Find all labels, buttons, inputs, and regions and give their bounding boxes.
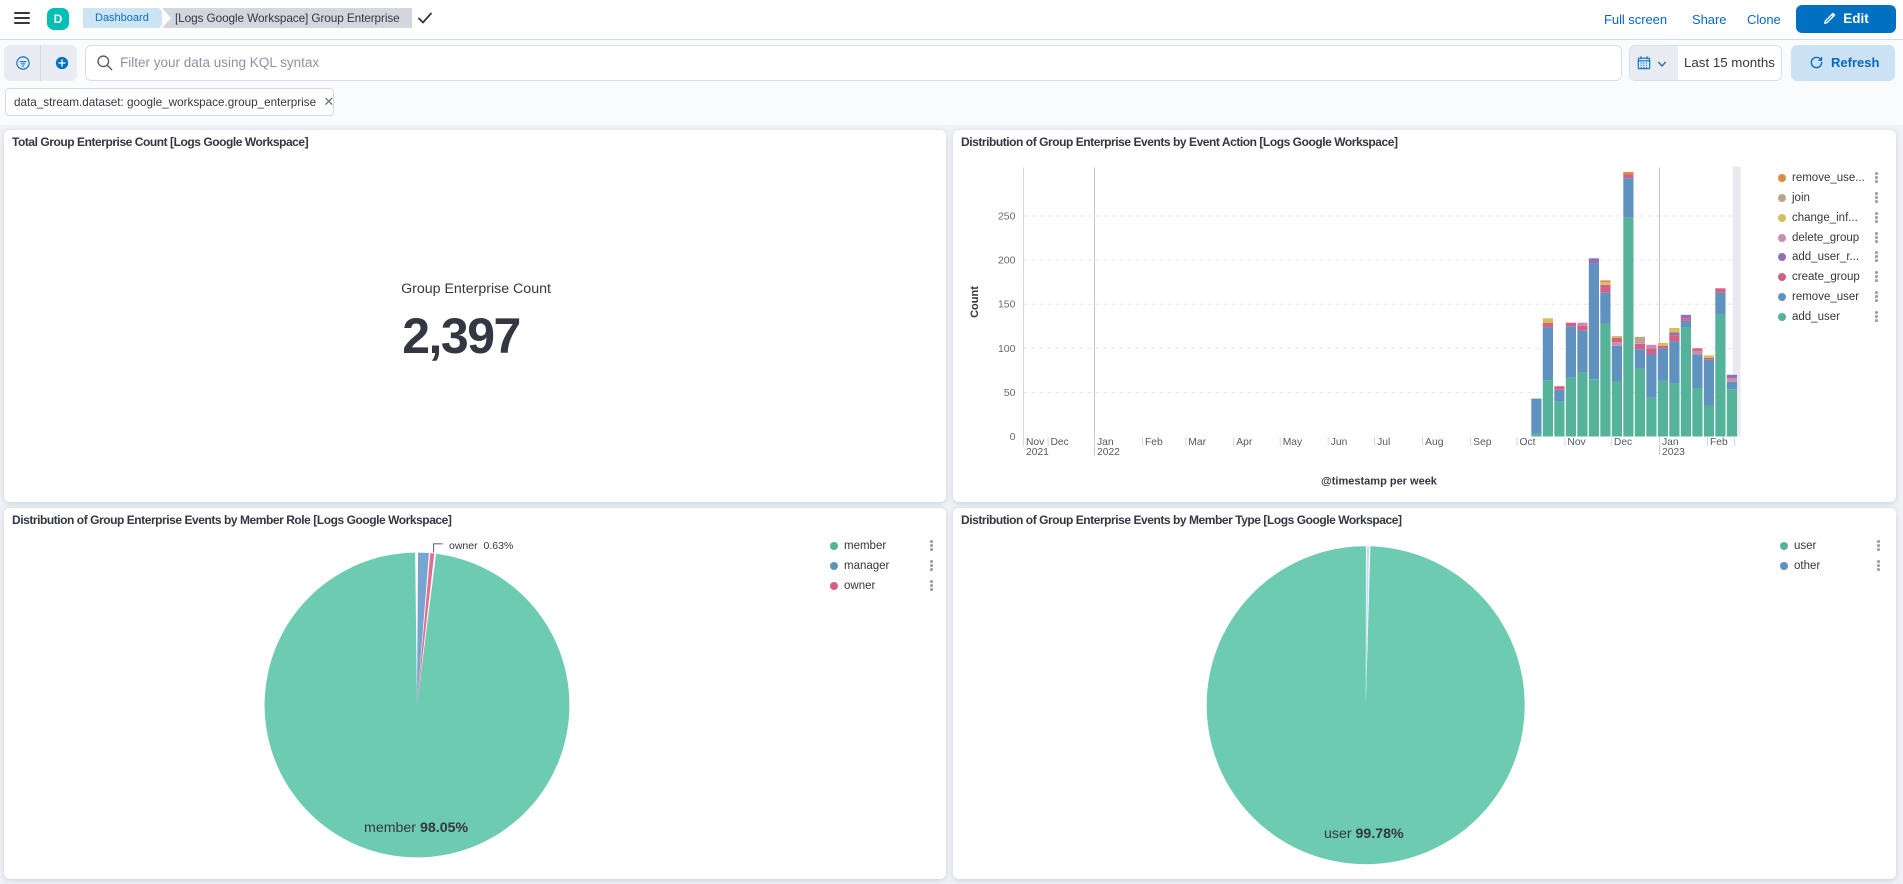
svg-text:Feb: Feb — [1145, 437, 1163, 448]
svg-text:50: 50 — [1004, 387, 1016, 399]
svg-text:Apr: Apr — [1236, 437, 1253, 448]
svg-text:200: 200 — [998, 255, 1016, 267]
svg-text:Feb: Feb — [1710, 437, 1728, 448]
svg-text:2023: 2023 — [1662, 447, 1685, 458]
svg-text:2021: 2021 — [1026, 447, 1049, 458]
svg-text:Dec: Dec — [1051, 437, 1069, 448]
svg-text:@timestamp per week: @timestamp per week — [1321, 476, 1438, 488]
svg-text:Nov: Nov — [1026, 437, 1045, 448]
svg-text:Sep: Sep — [1473, 437, 1492, 448]
svg-text:100: 100 — [998, 343, 1016, 355]
svg-text:May: May — [1283, 437, 1303, 448]
svg-text:Oct: Oct — [1520, 437, 1536, 448]
svg-text:Nov: Nov — [1567, 437, 1586, 448]
svg-text:Jan: Jan — [1662, 437, 1679, 448]
svg-text:2022: 2022 — [1097, 447, 1120, 458]
svg-text:Count: Count — [969, 286, 981, 318]
svg-text:Mar: Mar — [1188, 437, 1206, 448]
svg-text:Aug: Aug — [1425, 437, 1444, 448]
svg-text:Jan: Jan — [1097, 437, 1114, 448]
svg-text:150: 150 — [998, 299, 1016, 311]
svg-text:Jul: Jul — [1377, 437, 1390, 448]
svg-text:Jun: Jun — [1331, 437, 1348, 448]
svg-text:250: 250 — [998, 211, 1016, 223]
svg-text:Dec: Dec — [1614, 437, 1632, 448]
svg-text:0: 0 — [1010, 431, 1016, 443]
